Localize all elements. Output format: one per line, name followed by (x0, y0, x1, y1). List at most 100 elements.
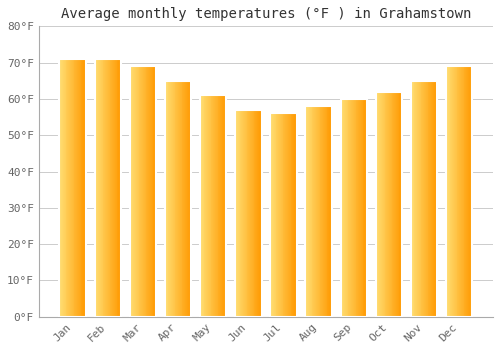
Bar (416, 81, 417, 317)
Bar (115, 59, 116, 317)
Bar (470, 66, 472, 317)
Bar (293, 113, 294, 317)
Bar (276, 113, 278, 317)
Bar (390, 92, 392, 317)
Bar (452, 66, 453, 317)
Bar (258, 110, 259, 317)
Bar (287, 113, 288, 317)
Bar (200, 95, 201, 317)
Bar (462, 66, 464, 317)
Bar (394, 92, 395, 317)
Bar (74, 59, 76, 317)
Bar (94, 59, 96, 317)
Bar (79, 59, 80, 317)
Bar (424, 81, 425, 317)
Bar (152, 66, 154, 317)
Bar (414, 81, 416, 317)
Bar (216, 95, 218, 317)
Bar (72, 59, 74, 317)
Bar (146, 66, 148, 317)
Bar (120, 59, 121, 317)
Bar (98, 59, 99, 317)
Bar (102, 59, 104, 317)
Bar (252, 110, 254, 317)
Bar (70, 59, 71, 317)
Bar (151, 66, 152, 317)
Bar (456, 66, 458, 317)
Bar (433, 81, 434, 317)
Bar (343, 99, 344, 317)
Bar (356, 99, 358, 317)
Bar (80, 59, 82, 317)
Bar (446, 66, 447, 317)
Bar (376, 92, 378, 317)
Bar (84, 59, 85, 317)
Bar (420, 81, 422, 317)
Bar (63, 59, 64, 317)
Bar (222, 95, 223, 317)
Bar (138, 66, 140, 317)
Bar (458, 66, 459, 317)
Bar (141, 66, 142, 317)
Bar (179, 81, 180, 317)
Bar (97, 59, 98, 317)
Bar (306, 106, 332, 317)
Bar (76, 59, 77, 317)
Bar (113, 59, 114, 317)
Bar (188, 81, 190, 317)
Bar (83, 59, 84, 317)
Bar (165, 81, 191, 317)
Bar (246, 110, 248, 317)
Bar (171, 81, 172, 317)
Bar (249, 110, 250, 317)
Bar (325, 106, 326, 317)
Bar (434, 81, 436, 317)
Bar (274, 113, 276, 317)
Title: Average monthly temperatures (°F ) in Grahamstown: Average monthly temperatures (°F ) in Gr… (60, 7, 471, 21)
Bar (395, 92, 396, 317)
Bar (209, 95, 210, 317)
Bar (148, 66, 149, 317)
Bar (206, 95, 207, 317)
Bar (365, 99, 366, 317)
Bar (243, 110, 244, 317)
Bar (360, 99, 361, 317)
Bar (177, 81, 178, 317)
Bar (380, 92, 381, 317)
Bar (294, 113, 295, 317)
Bar (200, 95, 226, 317)
Bar (235, 110, 262, 317)
Bar (270, 113, 296, 317)
Bar (468, 66, 469, 317)
Bar (417, 81, 418, 317)
Bar (426, 81, 428, 317)
Bar (150, 66, 151, 317)
Bar (116, 59, 117, 317)
Bar (318, 106, 320, 317)
Bar (281, 113, 282, 317)
Bar (62, 59, 63, 317)
Bar (310, 106, 311, 317)
Bar (66, 59, 68, 317)
Bar (289, 113, 290, 317)
Bar (469, 66, 470, 317)
Bar (178, 81, 179, 317)
Bar (362, 99, 364, 317)
Bar (202, 95, 203, 317)
Bar (155, 66, 156, 317)
Bar (346, 99, 348, 317)
Bar (392, 92, 394, 317)
Bar (96, 59, 98, 317)
Bar (186, 81, 187, 317)
Bar (185, 81, 186, 317)
Bar (136, 66, 137, 317)
Bar (218, 95, 220, 317)
Bar (100, 59, 101, 317)
Bar (366, 99, 367, 317)
Bar (412, 81, 414, 317)
Bar (245, 110, 246, 317)
Bar (455, 66, 456, 317)
Bar (149, 66, 150, 317)
Bar (251, 110, 252, 317)
Bar (282, 113, 284, 317)
